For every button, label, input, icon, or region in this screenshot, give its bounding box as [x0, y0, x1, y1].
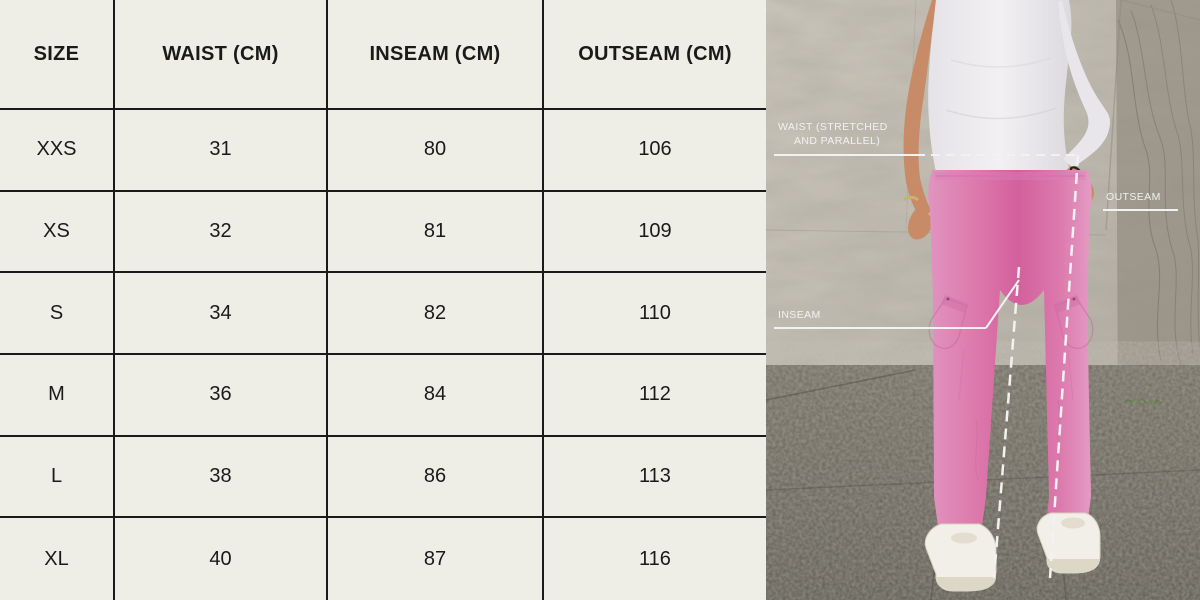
svg-text:AND PARALLEL): AND PARALLEL): [794, 135, 880, 147]
svg-text:WAIST (STRETCHED: WAIST (STRETCHED: [778, 121, 888, 133]
svg-text:OUTSEAM: OUTSEAM: [1106, 191, 1161, 203]
svg-text:INSEAM: INSEAM: [778, 309, 821, 321]
